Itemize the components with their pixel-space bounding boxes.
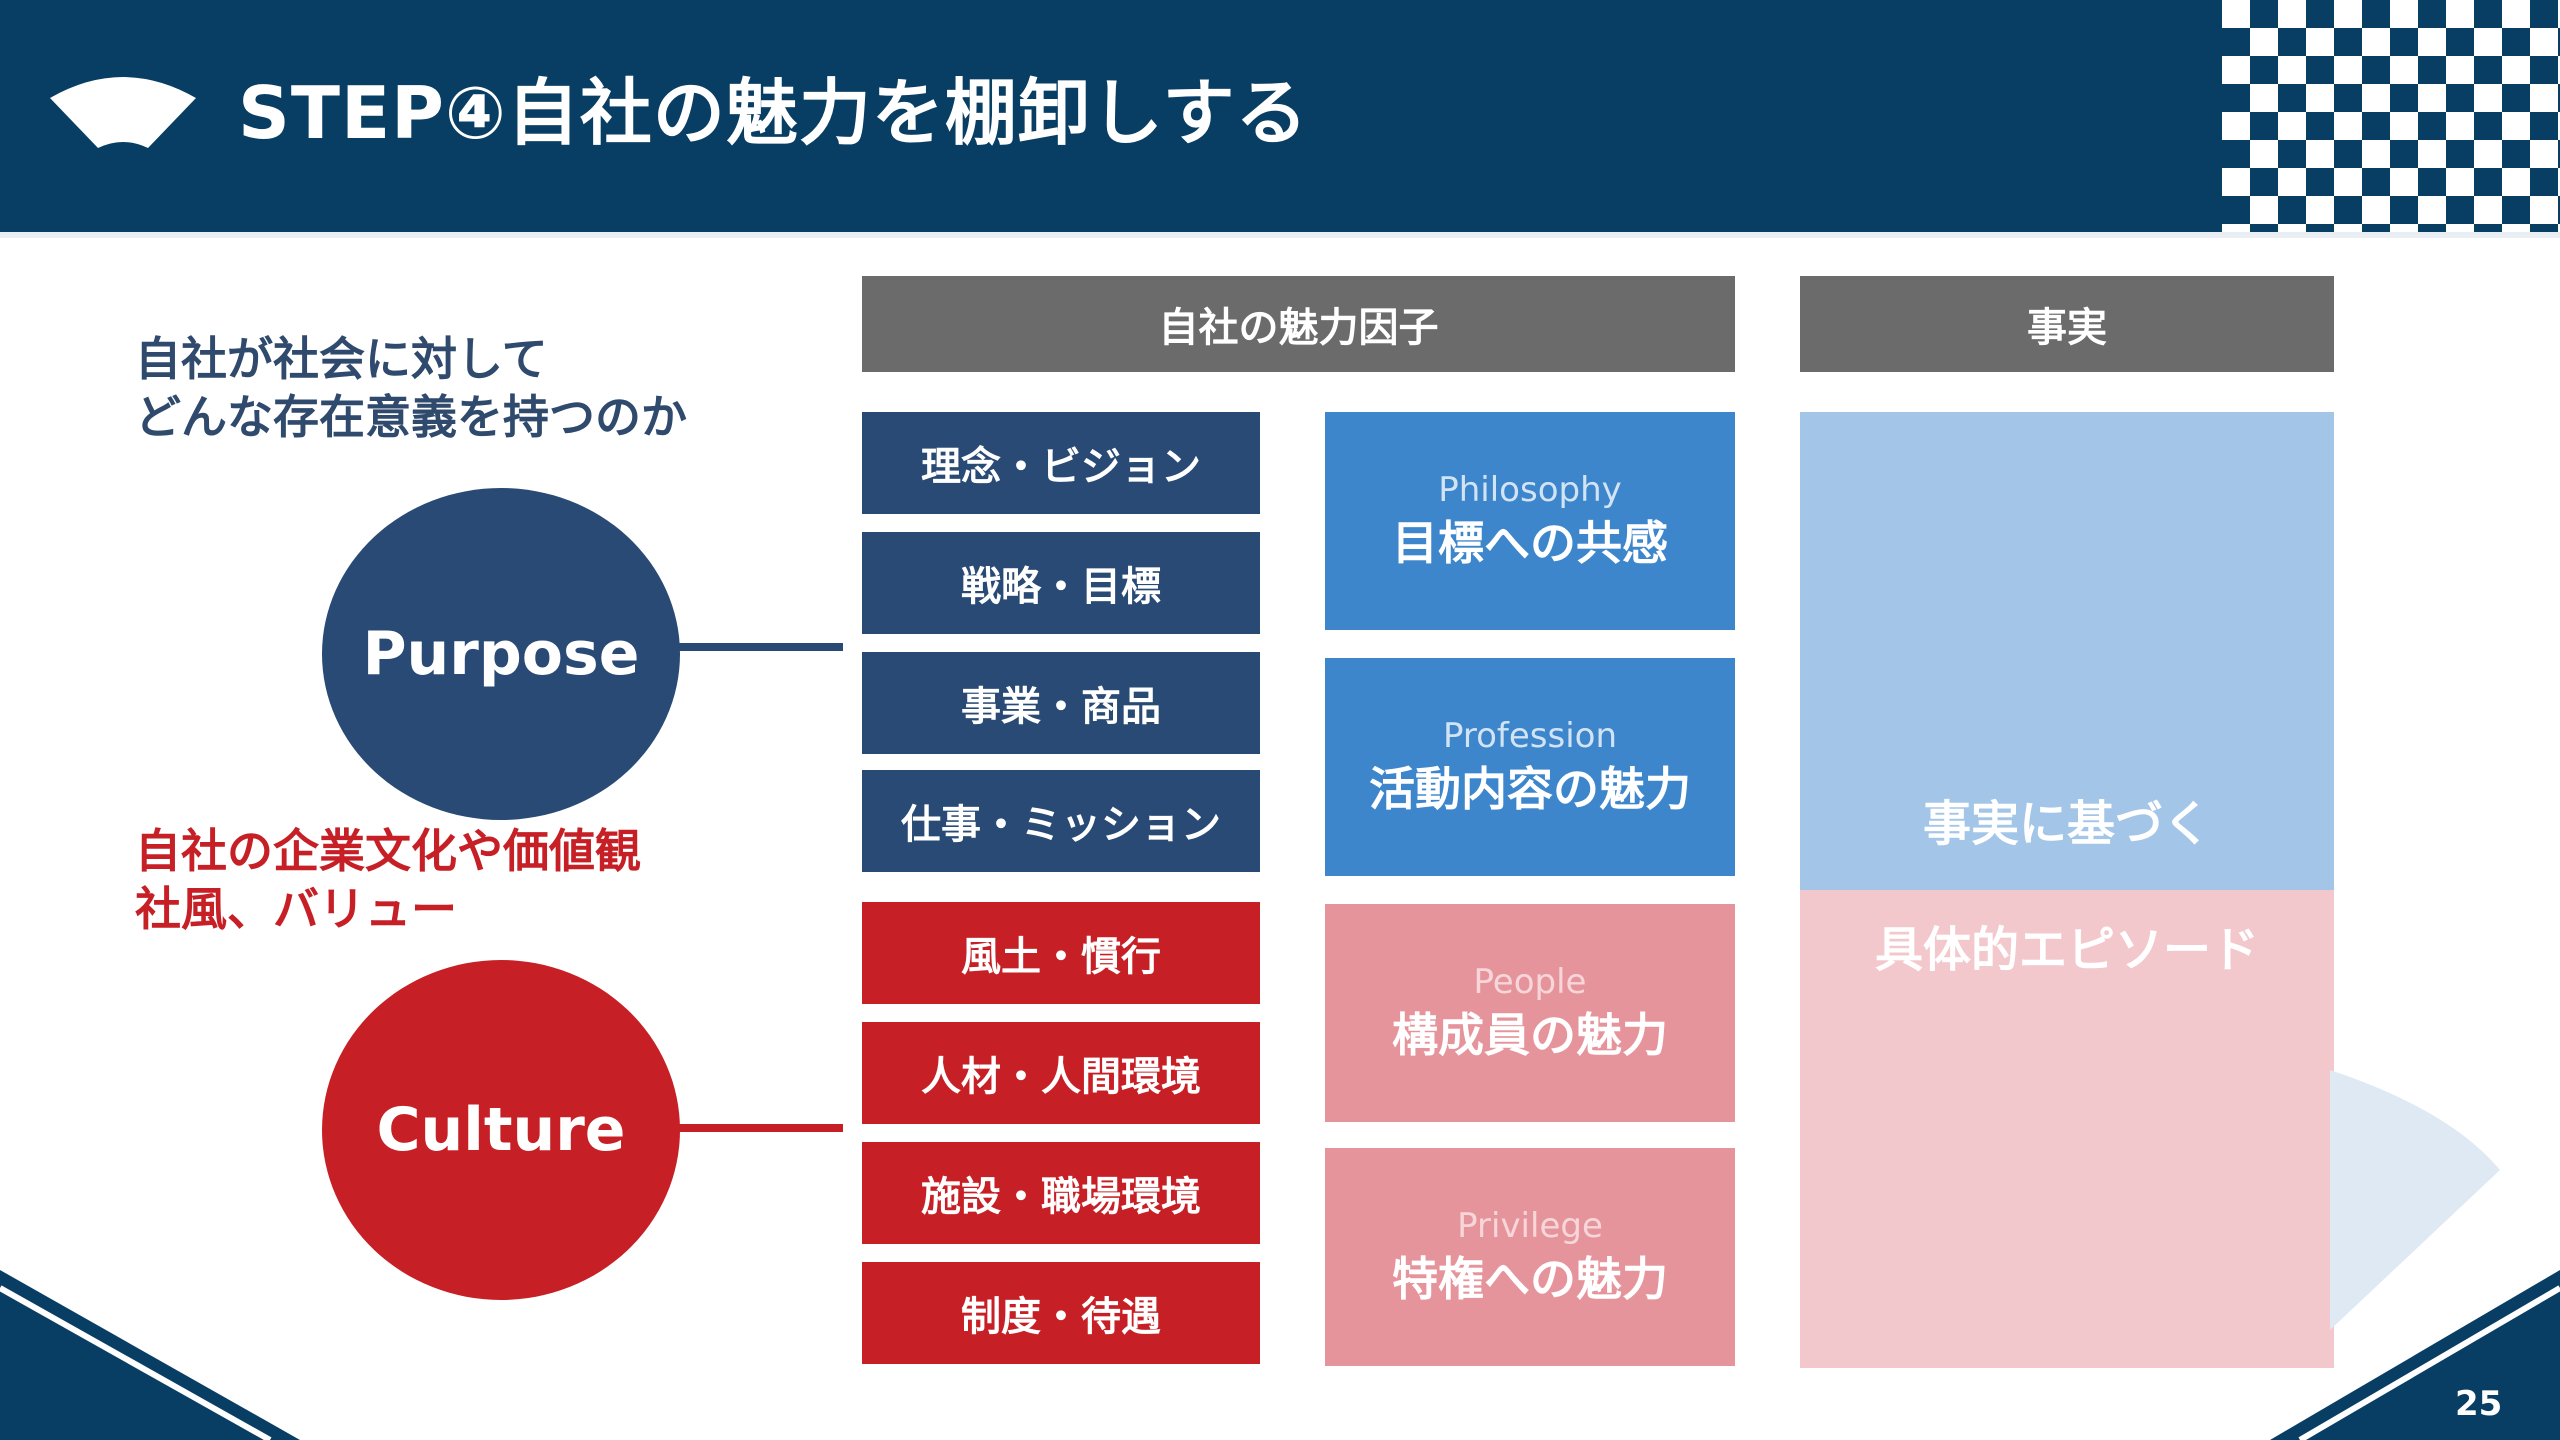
culture-circle-label: Culture	[376, 1095, 626, 1165]
category-en-label: Profession	[1442, 716, 1618, 756]
factor-box-culture: 風土・慣行	[862, 902, 1260, 1004]
purpose-circle-label: Purpose	[362, 619, 640, 689]
culture-description-line: 社風、バリュー	[135, 882, 457, 936]
category-privilege: Privilege 特権への魅力	[1325, 1148, 1735, 1366]
factor-box-purpose: 仕事・ミッション	[862, 770, 1260, 872]
facts-column-header: 事実	[1800, 276, 2334, 372]
category-jp-label: 活動内容の魅力	[1369, 762, 1691, 816]
corner-decoration-right	[2270, 1270, 2560, 1440]
factors-column-header: 自社の魅力因子	[862, 276, 1735, 372]
culture-circle: Culture	[322, 960, 680, 1300]
purpose-description: 自社が社会に対して どんな存在意義を持つのか	[135, 330, 687, 446]
category-en-label: Philosophy	[1438, 470, 1622, 510]
culture-description-line: 自社の企業文化や価値観	[135, 824, 641, 878]
header-divider	[0, 232, 2560, 238]
header-bar	[0, 0, 2560, 232]
factor-box-culture: 施設・職場環境	[862, 1142, 1260, 1244]
culture-connector	[675, 1124, 843, 1132]
factor-box-purpose: 事業・商品	[862, 652, 1260, 754]
factor-box-culture: 人材・人間環境	[862, 1022, 1260, 1124]
facts-text-line: 具体的エピソード	[1874, 922, 2259, 978]
fan-icon	[50, 77, 196, 148]
purpose-description-line: 自社が社会に対して	[135, 332, 548, 386]
page-number: 25	[2455, 1384, 2503, 1424]
category-people: People 構成員の魅力	[1325, 904, 1735, 1122]
corner-decoration-left	[0, 1270, 300, 1440]
category-philosophy: Philosophy 目標への共感	[1325, 412, 1735, 630]
category-jp-label: 特権への魅力	[1392, 1252, 1668, 1306]
checker-pattern	[2222, 0, 2560, 232]
factor-box-culture: 制度・待遇	[862, 1262, 1260, 1364]
facts-text-line: 事実に基づく	[1922, 796, 2211, 852]
factor-box-purpose: 理念・ビジョン	[862, 412, 1260, 514]
facts-box-bottom	[1800, 890, 2334, 1368]
culture-description: 自社の企業文化や価値観 社風、バリュー	[135, 822, 641, 938]
facts-box-top	[1800, 412, 2334, 890]
purpose-connector	[675, 643, 843, 651]
category-jp-label: 目標への共感	[1392, 516, 1668, 570]
category-profession: Profession 活動内容の魅力	[1325, 658, 1735, 876]
purpose-description-line: どんな存在意義を持つのか	[135, 390, 687, 444]
slide-title: STEP④自社の魅力を棚卸しする	[238, 71, 1309, 155]
purpose-circle: Purpose	[322, 488, 680, 820]
factor-box-purpose: 戦略・目標	[862, 532, 1260, 634]
category-en-label: Privilege	[1457, 1206, 1603, 1246]
category-en-label: People	[1473, 962, 1587, 1002]
category-jp-label: 構成員の魅力	[1392, 1008, 1668, 1062]
background-fan-shape	[2330, 1070, 2500, 1330]
